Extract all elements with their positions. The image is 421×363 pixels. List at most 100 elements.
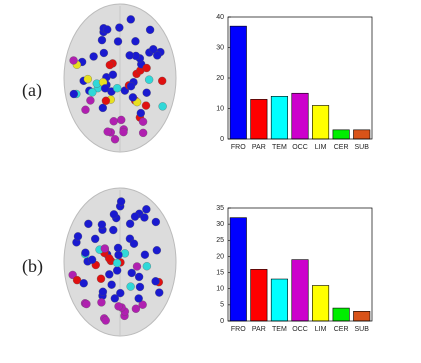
electrode <box>131 304 141 313</box>
x-tick-label: TEM <box>272 326 287 333</box>
electrode <box>140 213 149 222</box>
x-tick-label: LIM <box>315 144 327 151</box>
electrode <box>110 135 120 144</box>
y-tick-label: 0 <box>220 136 224 143</box>
electrode <box>128 93 138 102</box>
panel-label: (a) <box>22 80 42 101</box>
electrode <box>145 25 155 34</box>
electrode <box>79 279 88 288</box>
electrode <box>131 37 140 46</box>
electrode <box>89 52 98 61</box>
electrode <box>109 117 118 126</box>
electrode <box>69 89 78 99</box>
electrode <box>103 25 112 34</box>
x-tick-label: TEM <box>272 144 287 151</box>
y-tick-label: 20 <box>216 75 224 82</box>
bar <box>250 269 268 322</box>
y-tick-label: 30 <box>216 221 224 228</box>
electrode <box>96 274 106 283</box>
electrode <box>84 219 93 229</box>
electrode <box>142 205 151 214</box>
y-tick-label: 25 <box>216 237 224 244</box>
electrode <box>114 250 123 260</box>
electrode <box>73 232 83 241</box>
y-tick-label: 0 <box>220 318 224 325</box>
electrode <box>140 250 150 259</box>
electrode <box>113 266 122 275</box>
electrode <box>113 84 122 93</box>
bar <box>353 311 371 322</box>
electrode <box>152 246 161 255</box>
electrode <box>81 248 90 257</box>
electrode <box>132 262 142 271</box>
electrode <box>105 60 114 70</box>
bar <box>291 92 309 140</box>
x-tick-label: FRO <box>231 326 246 333</box>
electrode <box>105 270 114 279</box>
x-tick-label: OCC <box>292 144 308 151</box>
electrode <box>126 282 135 291</box>
electrode <box>151 277 160 286</box>
y-tick-label: 35 <box>216 205 224 212</box>
electrode <box>91 234 100 244</box>
electrode <box>97 298 106 307</box>
x-tick-label: CER <box>334 144 349 151</box>
electrode <box>103 127 112 136</box>
electrode <box>69 56 78 65</box>
y-tick-label: 30 <box>216 44 224 51</box>
x-tick-label: FRO <box>231 144 246 151</box>
electrode <box>113 243 123 253</box>
electrode <box>83 74 92 84</box>
bar <box>291 259 309 322</box>
x-tick-label: PAR <box>252 144 266 151</box>
electrode <box>87 255 97 264</box>
electrode <box>82 299 91 309</box>
electrode <box>158 102 167 111</box>
electrode <box>155 288 164 297</box>
y-tick-label: 20 <box>216 253 224 260</box>
electrode <box>112 258 122 268</box>
electrode <box>144 75 154 84</box>
y-tick-label: 10 <box>216 286 224 293</box>
electrode <box>126 15 135 24</box>
electrode <box>134 294 143 303</box>
y-tick-label: 40 <box>216 14 224 21</box>
electrode <box>125 51 134 60</box>
plot-frame <box>227 16 373 140</box>
x-tick-label: PAR <box>252 326 266 333</box>
electrode <box>141 101 151 110</box>
electrode <box>129 239 139 248</box>
x-tick-label: OCC <box>292 326 308 333</box>
electrode <box>134 272 144 282</box>
bar <box>332 129 350 140</box>
electrode <box>117 115 126 125</box>
x-tick-label: CER <box>334 326 349 333</box>
electrode <box>101 96 111 105</box>
electrode <box>100 244 109 253</box>
panel-label: (b) <box>22 256 43 277</box>
bar <box>353 129 371 140</box>
electrode <box>138 128 148 138</box>
electrode <box>101 316 110 325</box>
electrode <box>158 76 167 86</box>
bar <box>229 217 247 322</box>
electrode <box>107 280 116 289</box>
electrode <box>142 63 151 73</box>
bar <box>270 278 288 322</box>
electrode <box>98 287 108 296</box>
electrode <box>142 88 151 97</box>
electrode <box>97 220 107 229</box>
electrode <box>116 197 126 206</box>
electrode <box>115 23 124 32</box>
bar <box>332 307 350 322</box>
x-tick-label: SUB <box>355 144 370 151</box>
electrode <box>97 35 107 45</box>
electrode <box>88 88 97 97</box>
x-tick-label: SUB <box>355 326 370 333</box>
electrode <box>113 37 123 46</box>
bar <box>250 99 268 140</box>
electrode <box>116 288 125 298</box>
bar <box>270 96 288 140</box>
y-tick-label: 10 <box>216 105 224 112</box>
y-tick-label: 15 <box>216 269 224 276</box>
